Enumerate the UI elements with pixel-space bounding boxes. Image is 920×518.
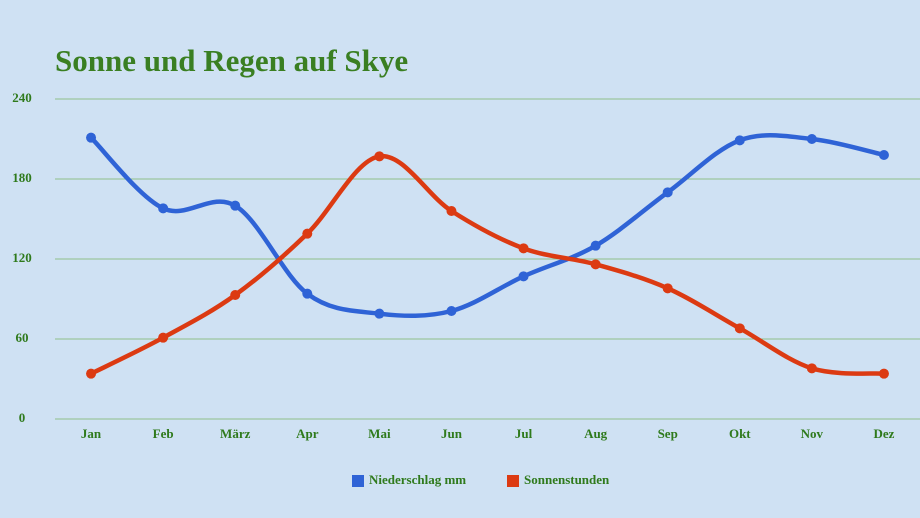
data-point: [662, 187, 673, 198]
x-tick-label: Feb: [153, 426, 174, 441]
data-point: [662, 283, 673, 294]
data-point: [230, 290, 241, 300]
legend-swatch: [507, 475, 519, 487]
x-tick-label: Jul: [515, 426, 533, 441]
data-point: [590, 259, 601, 270]
y-tick-label: 240: [12, 90, 32, 105]
x-tick-label: Dez: [873, 426, 894, 441]
data-point: [806, 134, 817, 144]
data-point: [374, 151, 385, 162]
data-point: [806, 363, 817, 374]
x-tick-label: Jan: [81, 426, 102, 441]
y-tick-label: 120: [12, 250, 32, 265]
data-point: [518, 243, 529, 254]
legend-label: Sonnenstunden: [524, 472, 610, 487]
data-point: [86, 132, 97, 143]
data-point: [86, 368, 97, 379]
data-point: [302, 288, 313, 299]
legend-swatch: [352, 475, 364, 487]
data-point: [878, 150, 889, 160]
data-point: [302, 228, 313, 239]
x-tick-label: Sep: [658, 426, 678, 441]
data-point: [878, 368, 889, 379]
x-tick-label: März: [220, 426, 251, 441]
data-point: [230, 200, 241, 211]
data-point: [158, 203, 169, 214]
x-tick-label: Aug: [584, 426, 608, 441]
y-tick-label: 180: [12, 170, 32, 185]
y-tick-label: 0: [19, 410, 26, 425]
data-point: [734, 135, 745, 146]
x-tick-label: Apr: [296, 426, 319, 441]
x-tick-label: Jun: [441, 426, 463, 441]
y-tick-label: 60: [16, 330, 29, 345]
data-point: [518, 271, 529, 282]
data-point: [734, 323, 745, 334]
legend-label: Niederschlag mm: [369, 472, 466, 487]
data-point: [590, 240, 601, 251]
x-tick-label: Nov: [801, 426, 824, 441]
data-point: [446, 206, 457, 216]
chart-title: Sonne und Regen auf Skye: [55, 43, 408, 78]
data-point: [158, 332, 169, 343]
x-tick-label: Okt: [729, 426, 751, 441]
data-point: [374, 308, 385, 319]
x-tick-label: Mai: [368, 426, 391, 441]
data-point: [446, 306, 457, 316]
